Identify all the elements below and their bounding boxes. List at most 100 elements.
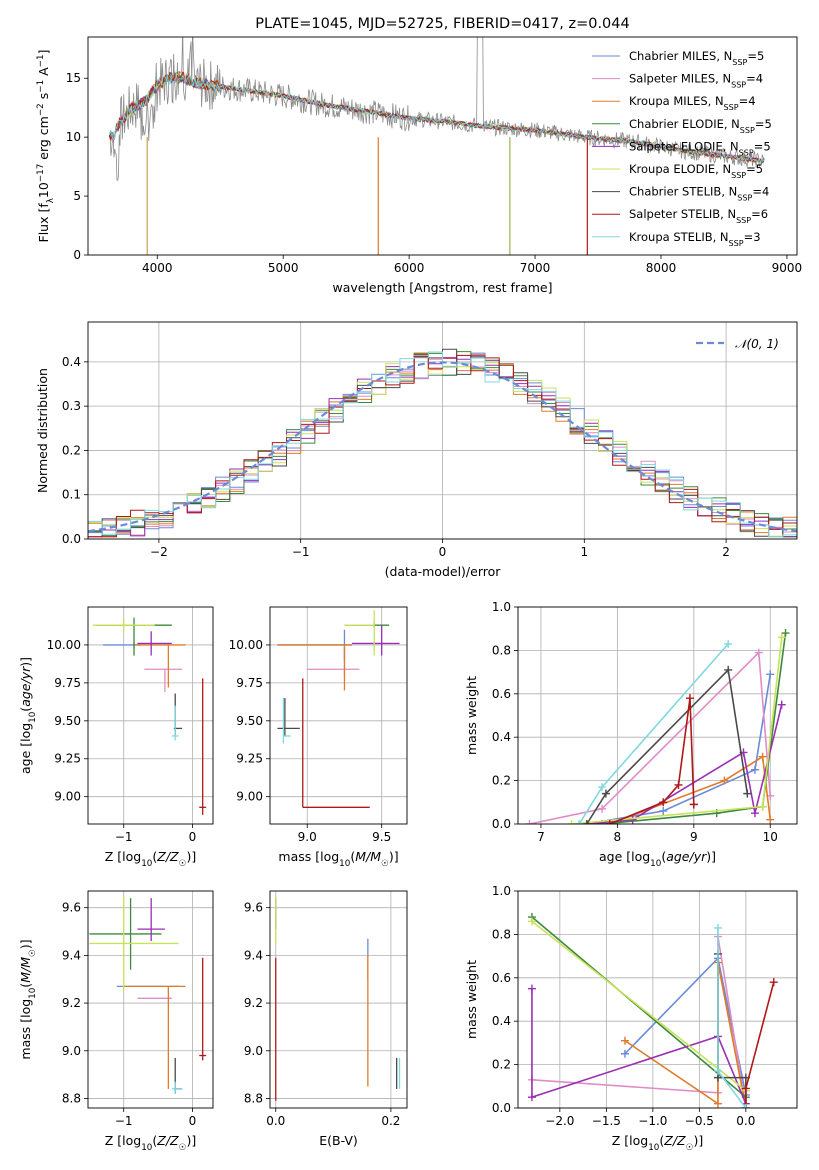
errorbar-point	[171, 1081, 183, 1094]
y-tick-label: 0.2	[62, 443, 81, 457]
series-marker	[689, 800, 698, 809]
x-tick-label: −1	[292, 545, 310, 559]
y-tick-label: 0.4	[492, 730, 511, 744]
y-tick-label: 8.8	[244, 1091, 263, 1105]
errorbar-point	[302, 678, 370, 808]
plot-area-spectrum	[108, 37, 765, 255]
x-tick-label: 4000	[142, 261, 173, 275]
x-axis-label: Z [log10(Z/Z☉)]	[105, 849, 196, 869]
series-marker	[758, 752, 767, 761]
y-tick-label: 0.2	[492, 774, 511, 788]
series-marker	[724, 639, 733, 648]
x-axis-label: (data-model)/error	[385, 564, 502, 579]
panel-mass-vs-EBV: 0.0 0.2 8.8 9.0 9.2 9.4 9.6 E(B-V)	[244, 890, 408, 1148]
x-tick-label: 7	[537, 830, 545, 844]
errorbar-point	[277, 644, 352, 691]
y-tick-label: 9.25	[236, 752, 263, 766]
errorbar-point	[277, 698, 300, 736]
axes-frame	[87, 36, 798, 256]
plot-area-massweight-vs-Z	[527, 913, 778, 1108]
y-tick-label: 8.8	[62, 1091, 81, 1105]
series-marker	[777, 633, 786, 642]
x-axis-label: Z [log10(Z/Z☉)]	[105, 1133, 196, 1153]
x-tick-label: −1.5	[592, 1114, 621, 1128]
y-tick-label: 9.4	[62, 948, 81, 962]
x-tick-label: 0.0	[266, 1114, 285, 1128]
series-marker	[713, 923, 722, 932]
y-tick-label: 1.0	[492, 884, 511, 898]
plot-area-age-vs-Z	[92, 617, 207, 815]
series-line	[531, 988, 747, 1104]
panel-spectrum: Chabrier MILES, NSSP=5 Salpeter MILES, NS…	[36, 16, 803, 295]
series-line	[586, 668, 749, 824]
series-marker	[527, 1093, 536, 1102]
series-marker	[582, 820, 591, 824]
y-tick-label: 10.00	[47, 638, 81, 652]
errorbar-point	[92, 617, 155, 633]
series-marker	[685, 694, 694, 703]
y-tick-label: 9.2	[62, 996, 81, 1010]
histogram-series	[88, 351, 797, 538]
y-tick-label: 9.0	[62, 1044, 81, 1058]
x-tick-label: 8000	[646, 261, 677, 275]
x-tick-label: 2	[722, 545, 730, 559]
x-tick-label: 9	[690, 830, 698, 844]
x-tick-label: 0	[439, 545, 447, 559]
legend-label: Kroupa ELODIE, NSSP=5	[629, 162, 763, 180]
y-tick-label: 0.8	[492, 643, 511, 657]
series-marker	[766, 670, 775, 679]
x-tick-label: −1.0	[638, 1114, 667, 1128]
series-marker	[628, 815, 637, 824]
plot-area-residuals	[88, 348, 797, 538]
errorbar-point	[199, 957, 207, 1061]
y-tick-label: 0.6	[492, 687, 511, 701]
plot-area-massweight-vs-age	[525, 629, 790, 824]
series-marker	[741, 1084, 750, 1093]
series-line	[602, 632, 787, 824]
x-tick-label: 9000	[772, 261, 803, 275]
y-axis-label: mass [log10(M/M☉)]	[18, 939, 38, 1059]
series-line	[529, 650, 772, 824]
series-marker	[659, 798, 668, 807]
y-tick-label: 0.4	[492, 1014, 511, 1028]
legend-label: Salpeter MILES, NSSP=4	[629, 72, 763, 90]
errorbar-point	[282, 698, 291, 744]
y-tick-label: 1.0	[492, 600, 511, 614]
series-marker	[754, 648, 763, 657]
legend-label: 𝒩(0, 1)	[735, 337, 779, 351]
y-tick-label: 9.50	[236, 714, 263, 728]
axes-frame	[87, 606, 214, 825]
panel-age-vs-Z: −1 0 9.00 9.25 9.50 9.75 10.00 Z [log10(Z/Z☉)] a…	[18, 606, 214, 869]
series-marker	[525, 820, 534, 824]
errorbar-point	[171, 705, 179, 741]
y-tick-label: 10.00	[229, 638, 263, 652]
y-tick-label: 9.50	[54, 714, 81, 728]
series-marker	[659, 806, 668, 815]
y-tick-label: 0.6	[492, 971, 511, 985]
x-tick-label: −1	[115, 1114, 133, 1128]
errorbar-point	[199, 678, 207, 815]
series-marker	[750, 809, 759, 818]
y-tick-label: 9.75	[236, 676, 263, 690]
x-tick-label: −2	[150, 545, 168, 559]
y-tick-label: 0.8	[492, 927, 511, 941]
errorbar-point	[137, 631, 172, 656]
series-marker	[781, 629, 790, 638]
legend-label: Salpeter ELODIE, NSSP=5	[629, 139, 771, 157]
series-marker	[601, 789, 610, 798]
series-marker	[713, 1067, 722, 1076]
x-axis-label: wavelength [Angstrom, rest frame]	[332, 280, 552, 295]
x-tick-label: 0.0	[736, 1114, 755, 1128]
legend-residuals: 𝒩(0, 1)	[696, 337, 779, 351]
y-tick-label: 0.0	[62, 532, 81, 546]
y-axis-label: Normed distribution	[35, 368, 50, 493]
y-axis-label: Flux [fλ10−17 erg cm−2 s−1 A−1]	[36, 50, 56, 243]
y-tick-label: 0.0	[492, 1101, 511, 1115]
series-marker	[743, 789, 752, 798]
plot-area-mass-vs-Z	[89, 895, 207, 1094]
x-tick-label: 9.5	[372, 830, 391, 844]
y-tick-label: 9.25	[54, 752, 81, 766]
y-axis-label: age [log10(age/yr)]	[18, 657, 38, 774]
y-tick-label: 0.3	[62, 399, 81, 413]
x-tick-label: 1	[580, 545, 588, 559]
